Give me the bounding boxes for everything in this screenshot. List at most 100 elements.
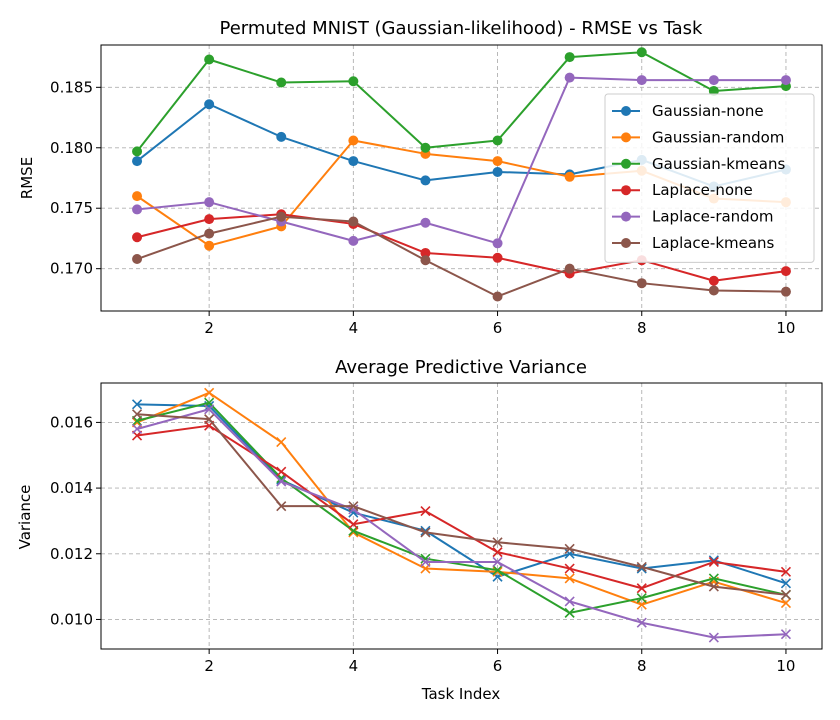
rmse-point-laplace-none: [708, 275, 719, 286]
rmse-point-gaussian-kmeans: [276, 77, 287, 88]
rmse-x-tick-label: 10: [776, 319, 795, 337]
rmse-point-laplace-random: [780, 75, 791, 86]
variance-point-series-5: [131, 423, 143, 435]
variance-point-series-4: [564, 563, 575, 574]
variance-point-series-5: [708, 632, 719, 643]
rmse-x-tick-label: 8: [637, 319, 647, 337]
rmse-point-laplace-none: [780, 266, 791, 277]
variance-point-series-6: [708, 581, 719, 592]
rmse-point-laplace-none: [492, 252, 503, 263]
variance-point-series-4: [708, 556, 719, 568]
variance-point-series-6: [780, 589, 792, 600]
rmse-point-gaussian-random: [492, 156, 503, 167]
rmse-ticks: 2 4 6 8 10 0.170 0.175 0.180 0.185: [50, 78, 795, 337]
rmse-point-gaussian-none: [492, 166, 503, 177]
rmse-point-laplace-kmeans: [708, 285, 719, 296]
variance-point-series-2: [780, 597, 792, 609]
rmse-point-gaussian-kmeans: [564, 52, 575, 63]
variance-x-axis-label: Task Index: [421, 685, 501, 703]
variance-point-series-6: [276, 501, 287, 512]
rmse-point-gaussian-random: [132, 191, 143, 202]
rmse-line-laplace-none: [136, 213, 787, 282]
rmse-point-gaussian-kmeans: [132, 146, 143, 157]
variance-point-series-6: [348, 501, 359, 512]
rmse-grid: [101, 45, 822, 311]
rmse-point-laplace-random: [636, 75, 647, 86]
rmse-point-gaussian-kmeans: [348, 76, 359, 87]
variance-series-series-5: [131, 404, 792, 643]
variance-point-series-5: [276, 476, 287, 487]
variance-series-series-4: [131, 420, 792, 594]
variance-point-series-5: [564, 596, 575, 607]
variance-point-series-2: [204, 387, 215, 398]
rmse-x-tick-label: 2: [204, 319, 214, 337]
rmse-line-gaussian-kmeans: [136, 51, 787, 153]
rmse-series-laplace-random: [132, 72, 791, 249]
rmse-line-laplace-random: [136, 76, 786, 245]
variance-series-series-6: [131, 409, 792, 600]
variance-point-series-5: [204, 404, 215, 415]
variance-line-series-5: [136, 408, 786, 639]
rmse-point-gaussian-none: [204, 99, 215, 110]
rmse-point-laplace-random: [204, 197, 215, 208]
rmse-point-gaussian-kmeans: [492, 135, 503, 146]
rmse-legend-label-gaussian-random: Gaussian-random: [652, 128, 784, 146]
rmse-point-laplace-kmeans: [204, 228, 215, 239]
rmse-point-laplace-kmeans: [564, 263, 575, 274]
variance-point-series-2: [276, 437, 287, 448]
variance-point-series-6: [636, 561, 647, 572]
variance-point-series-5: [780, 629, 792, 640]
rmse-point-gaussian-random: [564, 171, 575, 182]
rmse-point-gaussian-kmeans: [420, 142, 431, 153]
rmse-axes-frame: [100, 44, 823, 312]
variance-x-tick-label: 6: [493, 657, 503, 675]
variance-point-series-4: [780, 566, 792, 577]
variance-line-series-3: [136, 401, 787, 614]
rmse-point-gaussian-none: [348, 156, 359, 167]
variance-point-series-1: [131, 399, 143, 410]
variance-point-series-1: [780, 578, 792, 589]
variance-point-series-3: [564, 607, 575, 618]
rmse-legend-marker-gaussian-none: [621, 106, 631, 116]
rmse-point-gaussian-kmeans: [204, 54, 215, 65]
rmse-point-gaussian-kmeans: [636, 47, 647, 58]
variance-point-series-4: [492, 547, 503, 558]
variance-y-tick-label: 0.016: [50, 413, 93, 431]
variance-point-series-4: [636, 583, 647, 594]
rmse-point-gaussian-none: [132, 156, 143, 167]
rmse-point-laplace-kmeans: [348, 216, 359, 227]
variance-point-series-4: [420, 506, 431, 517]
rmse-series-gaussian-kmeans: [132, 47, 791, 157]
variance-line-series-4: [136, 424, 787, 590]
rmse-panel-title: Permuted MNIST (Gaussian-likelihood) - R…: [220, 18, 704, 39]
variance-point-series-6: [131, 409, 143, 420]
variance-x-tick-label: 8: [637, 657, 647, 675]
rmse-point-gaussian-random: [204, 240, 215, 251]
rmse-point-laplace-none: [204, 214, 215, 225]
rmse-point-laplace-random: [348, 235, 359, 246]
variance-point-series-3: [708, 573, 719, 584]
variance-series-group: [131, 387, 792, 643]
variance-line-series-1: [137, 403, 787, 585]
variance-axes-frame: [100, 382, 823, 650]
rmse-x-tick-label: 6: [493, 319, 503, 337]
variance-y-tick-label: 0.012: [50, 545, 93, 563]
rmse-legend-label-gaussian-none: Gaussian-none: [652, 102, 764, 120]
variance-point-series-2: [564, 573, 575, 584]
rmse-line-laplace-kmeans: [136, 215, 786, 298]
rmse-legend-label-gaussian-kmeans: Gaussian-kmeans: [652, 155, 785, 173]
variance-point-series-6: [492, 537, 503, 548]
rmse-legend-label-laplace-random: Laplace-random: [652, 208, 774, 226]
variance-point-series-4: [348, 519, 359, 530]
rmse-y-tick-label: 0.185: [50, 78, 93, 96]
rmse-panel: Permuted MNIST (Gaussian-likelihood) - R…: [18, 18, 823, 337]
rmse-point-gaussian-none: [276, 131, 287, 142]
rmse-legend-label-laplace-none: Laplace-none: [652, 181, 753, 199]
variance-point-series-3: [636, 593, 647, 604]
variance-line-series-2: [136, 391, 787, 606]
rmse-series-group: [132, 47, 791, 302]
rmse-point-laplace-kmeans: [636, 278, 647, 289]
variance-point-series-6: [564, 543, 575, 554]
variance-point-series-4: [276, 466, 287, 477]
